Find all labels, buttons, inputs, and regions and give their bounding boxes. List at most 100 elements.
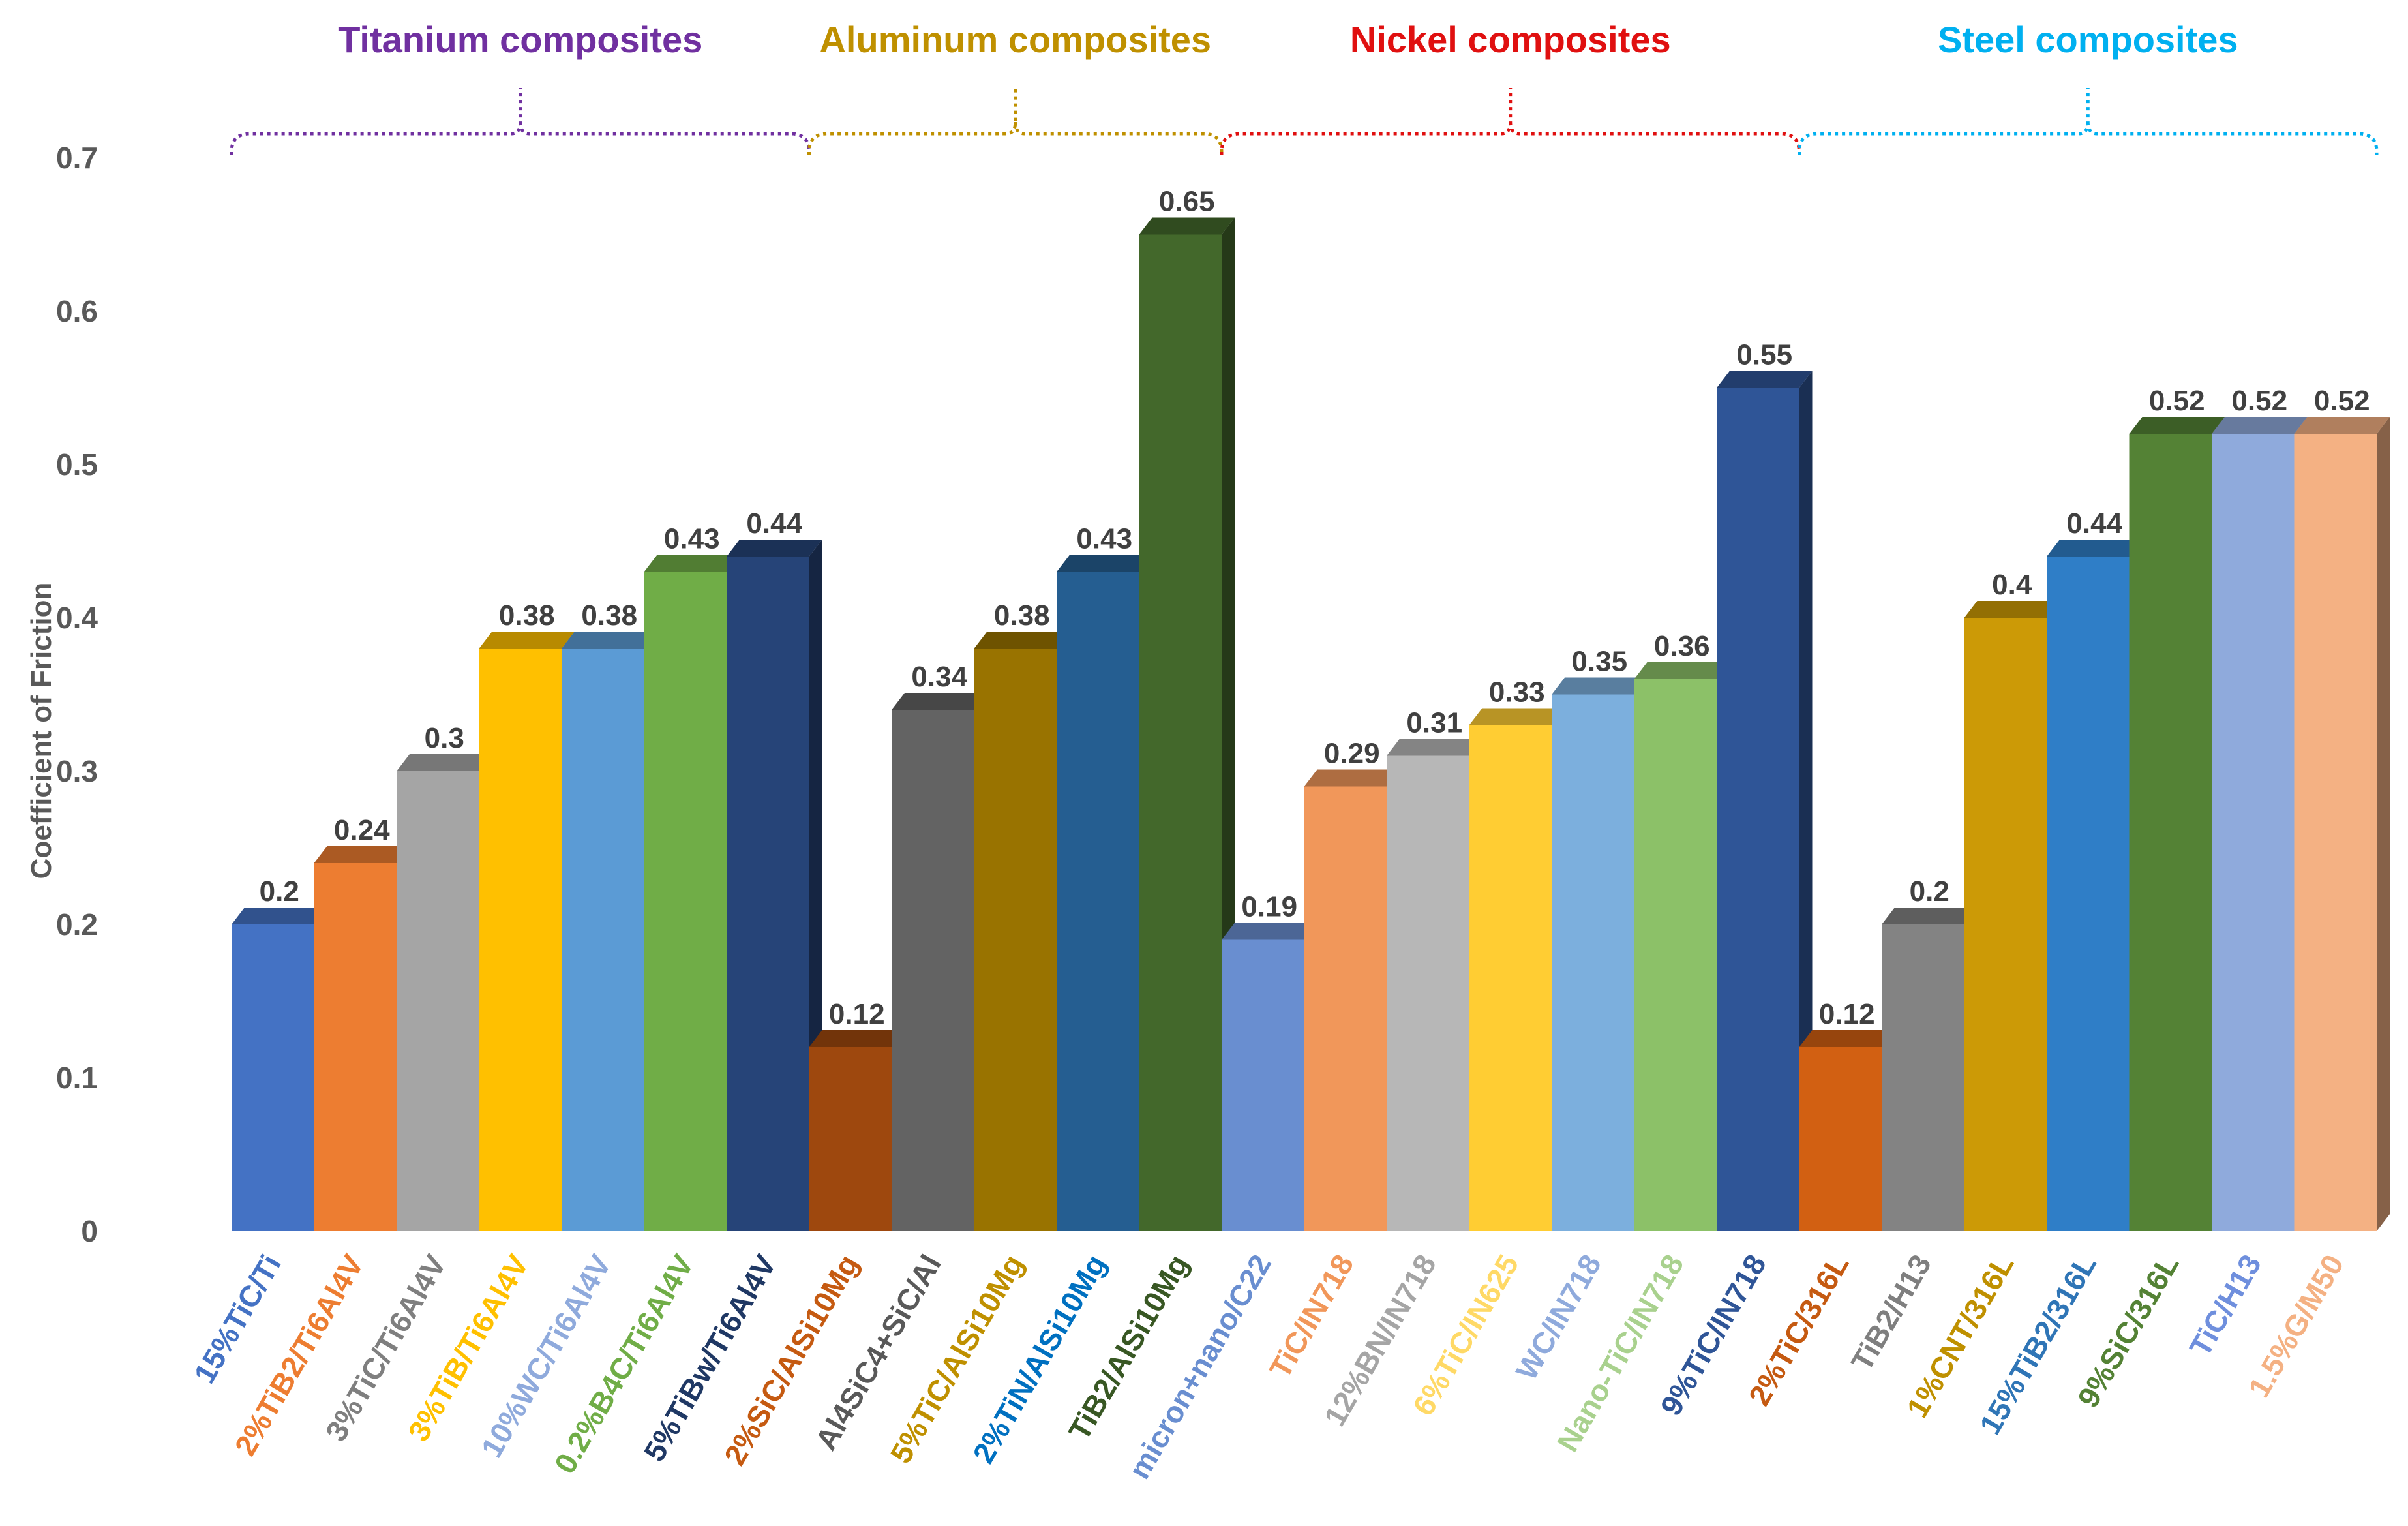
bar [809,1030,905,1231]
value-label: 0.38 [994,600,1050,632]
bar-front [1799,1047,1882,1231]
value-label: 0.12 [829,998,885,1030]
bar-front [1882,924,1964,1231]
value-label: 0.36 [1654,630,1710,662]
bar-front [479,649,562,1231]
bar-front [232,924,314,1231]
bar [2129,417,2225,1231]
bar [1717,371,1813,1231]
bar-top [314,846,410,863]
bar [727,540,822,1231]
bar-top [1387,739,1482,756]
bar-front [1387,755,1469,1231]
bar-top [397,754,492,771]
value-label: 0.44 [2066,508,2122,540]
y-tick-label: 0.2 [56,908,98,941]
bar [1222,923,1317,1231]
bar-front [2047,557,2130,1231]
bar [1964,601,2060,1231]
bar [1139,217,1235,1231]
value-label: 0.33 [1489,677,1545,709]
bar [1634,662,1730,1231]
y-tick-label: 0.3 [56,754,98,788]
bar-front [2294,434,2377,1231]
value-label: 0.43 [1076,523,1132,555]
bar [479,632,575,1231]
group-title: Steel composites [1938,19,2238,60]
value-label: 0.43 [664,523,720,555]
bar-front [562,649,644,1231]
y-tick-label: 0 [81,1214,98,1248]
group-title: Aluminum composites [819,19,1211,60]
bar-front [644,572,727,1231]
value-label: 0.2 [1910,876,1949,908]
bar-front [1717,388,1799,1231]
value-label: 0.4 [1992,569,2032,601]
bar-top [1799,1030,1895,1047]
bar-top [2294,417,2390,434]
bar-top [2047,540,2143,557]
y-axis-ticks: 0 0.1 0.2 0.3 0.4 0.5 0.6 0.7 [56,141,98,1248]
bar-front [1634,679,1717,1231]
bar [1469,708,1565,1231]
bar-front [892,710,974,1231]
bar-top [1057,555,1152,572]
value-label: 0.31 [1406,707,1462,739]
bar-top [2129,417,2225,434]
bar [1552,677,1648,1231]
bar-front [314,863,397,1231]
value-label: 0.52 [2231,385,2287,417]
bar-top [1634,662,1730,679]
group-brace [230,88,811,155]
x-tick-label: TiC/IN718 [1263,1249,1360,1384]
bar-side [1799,371,1813,1231]
x-tick-label: TiC/H13 [2183,1249,2268,1362]
bar [314,846,410,1231]
bar [1387,739,1482,1231]
bar [892,693,987,1231]
bar-top [644,555,740,572]
bar-top [562,632,657,649]
bar-top [1964,601,2060,618]
bar [1799,1030,1895,1231]
group-title: Titanium composites [338,19,702,60]
value-label: 0.34 [911,661,967,693]
bar-front [1964,618,2047,1231]
bar-front [1139,234,1222,1231]
bar-front [1222,939,1304,1231]
bar-top [1552,677,1648,695]
bar-top [1304,769,1400,787]
value-labels: 0.2 0.24 0.3 0.38 0.38 0.43 0.44 0.12 0.34 0.38 0.… [260,186,2370,1031]
bar-front [1552,694,1634,1231]
y-axis-label: Coefficient of Friction [25,583,57,879]
value-label: 0.65 [1159,186,1215,218]
bar-top [727,540,822,557]
bar-top [1882,908,1978,924]
bar-front [1304,786,1387,1231]
value-label: 0.52 [2149,385,2205,417]
bar [974,632,1070,1231]
x-axis-labels: 15%TiC/Ti2%TiB2/Ti6Al4V3%TiC/Ti6Al4V3%Ti… [187,1249,2351,1485]
bar [1882,908,1978,1231]
composite-groups: Titanium composites Aluminum composites Ni… [230,19,2379,155]
value-label: 0.29 [1324,738,1380,770]
bar-top [974,632,1070,649]
bar-top [892,693,987,710]
y-tick-label: 0.4 [56,601,98,635]
y-tick-label: 0.5 [56,448,98,481]
bar [397,754,492,1231]
bar [1304,769,1400,1231]
y-tick-label: 0.7 [56,141,98,175]
bar-front [397,771,479,1231]
bar [644,555,740,1231]
bar-side [2377,417,2390,1231]
value-label: 0.2 [260,876,299,908]
value-label: 0.3 [425,722,464,754]
bar [2047,540,2143,1231]
group-title: Nickel composites [1350,19,1671,60]
group-brace [1220,88,1801,155]
bar-front [2129,434,2212,1231]
bar-front [727,557,809,1231]
x-tick-label: TiB2/H13 [1844,1249,1938,1377]
